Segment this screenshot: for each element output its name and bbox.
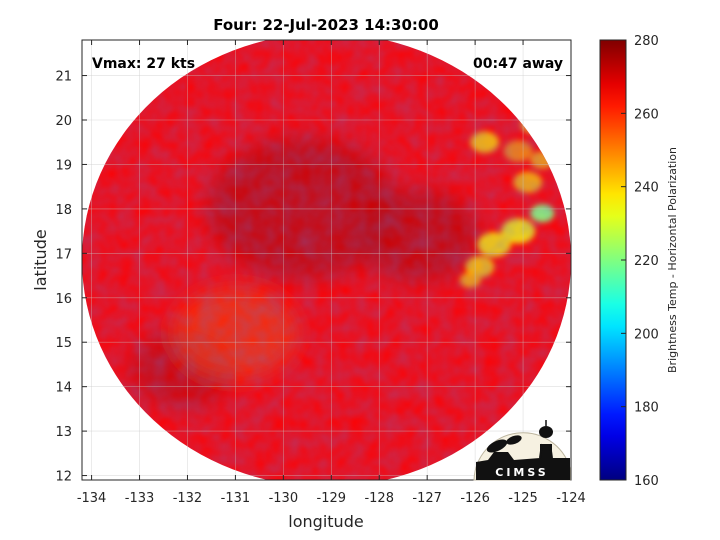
x-axis: -134 -133 -132 -131 -130 -129 -128 -127 -126 -125…	[77, 40, 586, 506]
y-tick-label: 20	[55, 114, 72, 129]
y-axis-label: latitude	[31, 229, 50, 290]
colorbar-label: Brightness Temp - Horizontal Polarizatio…	[666, 147, 679, 373]
swath-layer	[82, 40, 571, 480]
y-tick-label: 15	[55, 336, 72, 351]
x-tick-label: -130	[269, 491, 299, 506]
x-tick-label: -132	[173, 491, 203, 506]
x-tick-label: -129	[317, 491, 347, 506]
chart-title: Four: 22-Jul-2023 14:30:00	[213, 16, 439, 34]
colorbar-tick-label: 180	[634, 401, 659, 416]
grid	[82, 40, 572, 480]
vmax-annotation: Vmax: 27 kts	[92, 56, 195, 72]
colorbar-tick-label: 220	[634, 254, 659, 269]
x-tick-label: -131	[221, 491, 251, 506]
y-tick-label: 21	[55, 70, 72, 85]
x-axis-label: longitude	[288, 512, 363, 531]
cimss-logo: CIMSS	[473, 420, 571, 481]
time-away-annotation: 00:47 away	[473, 56, 563, 72]
colorbar-tick-label: 200	[634, 327, 659, 342]
y-tick-label: 19	[55, 158, 72, 173]
y-tick-label: 17	[55, 247, 72, 262]
y-tick-label: 16	[55, 292, 72, 307]
x-tick-label: -134	[77, 491, 107, 506]
x-tick-label: -127	[412, 491, 442, 506]
x-tick-label: -125	[508, 491, 538, 506]
colorbar-ticks: 160 180 200 220 240 260 280	[621, 34, 659, 489]
x-tick-label: -128	[364, 491, 394, 506]
x-tick-label: -124	[556, 491, 586, 506]
y-tick-label: 14	[55, 381, 72, 396]
y-tick-label: 18	[55, 203, 72, 218]
colorbar-tick-label: 260	[634, 107, 659, 122]
axes-box	[81, 39, 572, 481]
colorbar-tick-label: 160	[634, 474, 659, 489]
y-axis: 12 13 14 15 16 17 18 19 20 21	[55, 70, 571, 485]
colorbar-tick-label: 280	[634, 34, 659, 49]
y-tick-label: 13	[55, 425, 72, 440]
y-tick-label: 12	[55, 470, 72, 485]
colorbar-tick-label: 240	[634, 181, 659, 196]
x-tick-label: -126	[460, 491, 490, 506]
x-tick-label: -133	[125, 491, 155, 506]
logo-text: CIMSS	[495, 466, 548, 479]
swath-texture	[82, 40, 571, 480]
